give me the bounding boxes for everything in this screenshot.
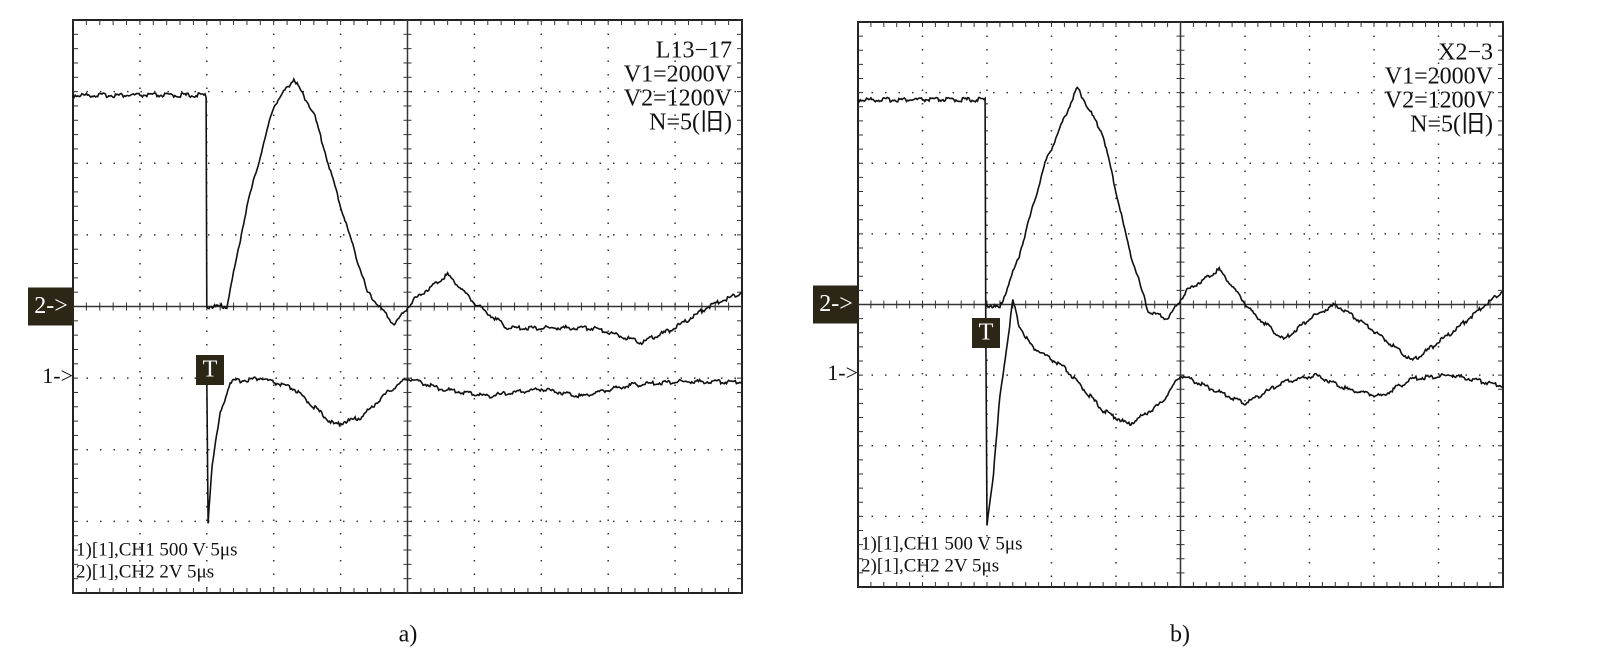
info-text: X2−3 xyxy=(1438,40,1493,66)
info-text: V1=2000V xyxy=(1385,64,1494,90)
info-text: V2=1200V xyxy=(1385,88,1494,114)
ch1-marker: 1-> xyxy=(827,360,858,385)
ch1-trace xyxy=(984,299,1504,526)
info-text: V2=1200V xyxy=(624,86,733,112)
ch2-trace xyxy=(72,76,743,346)
ch1-marker: 1-> xyxy=(42,363,73,388)
ch2-marker-box xyxy=(813,285,858,324)
settings-text: 1)[1],CH1 500 V 5μs xyxy=(861,533,1023,554)
settings-text: 2)[1],CH2 2V 5μs xyxy=(76,561,214,582)
trigger-marker: T xyxy=(203,357,218,383)
trigger-box xyxy=(196,355,224,385)
trigger-marker: T xyxy=(979,320,994,346)
ch1-trace xyxy=(206,376,743,524)
info-text: N=5(旧) xyxy=(649,110,732,136)
trigger-box xyxy=(972,318,1000,348)
settings-text: 2)[1],CH2 2V 5μs xyxy=(861,555,999,576)
settings-text: 1)[1],CH1 500 V 5μs xyxy=(76,539,238,560)
info-text: V1=2000V xyxy=(624,62,733,88)
ch2-trace xyxy=(857,86,1504,362)
ch2-marker: 2-> xyxy=(819,291,853,317)
info-text: N=5(旧) xyxy=(1410,112,1493,138)
caption: a) xyxy=(399,622,418,648)
ch2-marker-box xyxy=(28,287,73,326)
ch2-marker: 2-> xyxy=(34,293,68,319)
info-text: L13−17 xyxy=(656,38,732,64)
caption: b) xyxy=(1170,622,1190,648)
